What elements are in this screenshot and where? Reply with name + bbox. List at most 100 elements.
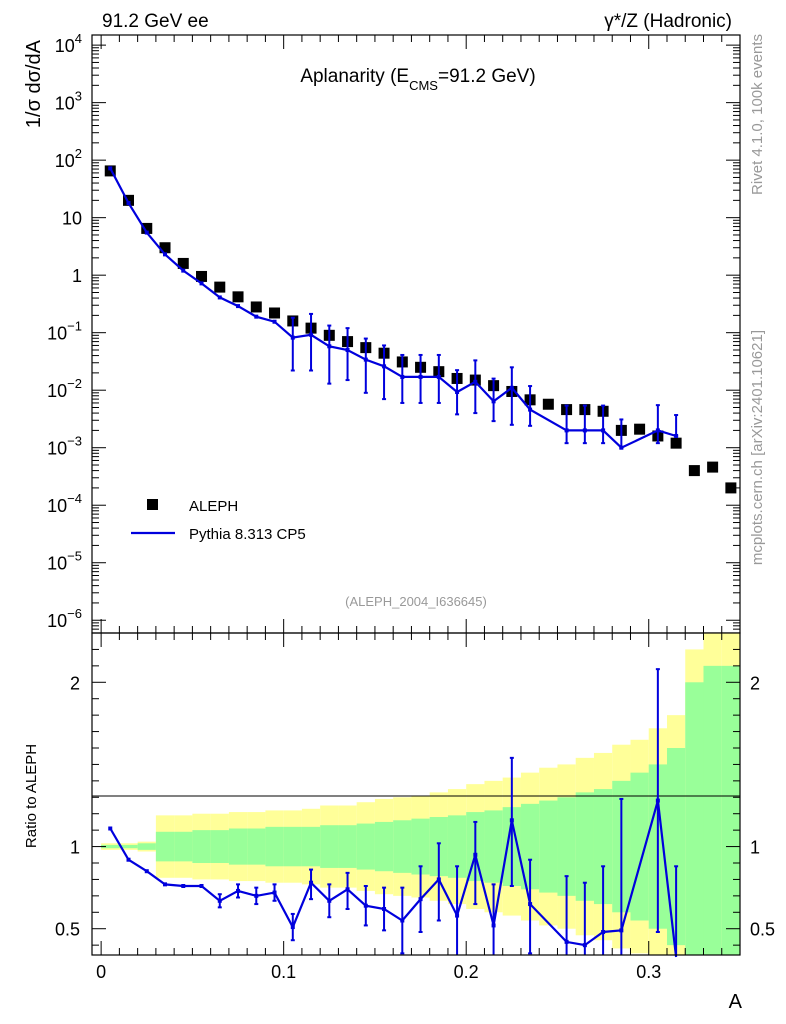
y-tick-label-base: 10 — [47, 324, 67, 344]
aleph-point — [159, 242, 171, 254]
green-uncertainty-band — [137, 843, 156, 850]
green-uncertainty-band — [265, 826, 284, 867]
y-tick-label-exponent: −3 — [67, 434, 82, 449]
pythia-point — [126, 200, 131, 205]
ratio-point — [199, 884, 204, 888]
mcplots-label: mcplots.cern.ch [arXiv:2401.10621] — [749, 330, 766, 565]
y-tick-label-base: 10 — [55, 36, 75, 56]
green-uncertainty-band — [155, 831, 175, 862]
y-tick-label-exponent: −1 — [67, 319, 82, 334]
aleph-point — [141, 222, 153, 234]
ratio-y-tick-label: 2 — [70, 673, 80, 693]
ratio-point — [144, 869, 149, 874]
aleph-point — [104, 165, 116, 177]
y-tick-label: 104 — [55, 31, 82, 56]
aleph-point — [634, 423, 646, 435]
ratio-line — [109, 800, 678, 958]
y-tick-label: 102 — [55, 146, 82, 171]
plot-title-sub: CMS — [409, 78, 438, 93]
y-tick-label-exponent: −4 — [67, 491, 82, 506]
y-tick-label-exponent: −5 — [67, 549, 82, 564]
green-uncertainty-band — [447, 815, 467, 878]
aleph-point — [670, 437, 682, 449]
green-uncertainty-band — [520, 803, 540, 890]
y-axis-label: 1/σ dσ/dA — [23, 39, 45, 128]
y-tick-label-base: 10 — [47, 611, 67, 631]
aleph-point — [542, 398, 554, 410]
pythia-point — [254, 314, 259, 319]
pythia-point — [163, 252, 168, 257]
aleph-point — [123, 194, 135, 206]
x-tick-label: 0.2 — [454, 962, 479, 982]
analysis-tag: (ALEPH_2004_I636645) — [345, 594, 487, 609]
ratio-point — [126, 857, 131, 862]
ratio-y-axis-label: Ratio to ALEPH — [23, 744, 40, 848]
y-tick-label-base: 10 — [47, 381, 67, 401]
pythia-point — [272, 319, 277, 324]
y-tick-label-base: 10 — [47, 554, 67, 574]
energy-label: 91.2 GeV ee — [102, 11, 209, 32]
y-tick-label-exponent: 3 — [75, 89, 82, 104]
y-tick-label: 1 — [72, 266, 82, 286]
y-tick-label: 10−1 — [47, 319, 82, 344]
pythia-point — [199, 281, 204, 286]
ratio-y-tick-label-right: 0.5 — [750, 920, 775, 940]
y-tick-label-base: 1 — [72, 266, 82, 286]
green-uncertainty-band — [411, 818, 430, 875]
ratio-panel: 0.5 0.5 1 1 2 2 0 0.1 0.2 0.3 Ratio to ALEPH A — [23, 632, 775, 1013]
green-uncertainty-band — [703, 665, 722, 955]
aleph-point — [232, 291, 244, 303]
green-uncertainty-band — [101, 844, 120, 849]
x-tick-label: 0 — [96, 962, 106, 982]
ratio-point — [108, 826, 113, 831]
ratio-point — [163, 882, 168, 887]
plot-title-main: Aplanarity (E — [300, 66, 409, 87]
main-panel-frame — [92, 35, 740, 633]
green-uncertainty-band — [283, 826, 302, 867]
y-tick-label-base: 10 — [62, 209, 82, 229]
aleph-point — [214, 281, 226, 293]
pythia-point — [217, 295, 222, 300]
green-uncertainty-band — [539, 800, 558, 893]
green-uncertainty-band — [320, 825, 339, 868]
green-uncertainty-band — [247, 828, 266, 865]
pythia-point — [236, 304, 241, 309]
x-tick-label: 0.3 — [636, 962, 661, 982]
ratio-y-tick-label-right: 1 — [750, 838, 760, 858]
legend-label-pythia: Pythia 8.313 CP5 — [189, 526, 306, 543]
green-uncertainty-band — [374, 821, 394, 872]
green-uncertainty-band — [356, 823, 375, 870]
ratio-point — [181, 884, 186, 888]
ratio-y-tick-label: 1 — [70, 838, 80, 858]
y-tick-label: 10 — [62, 209, 82, 229]
y-tick-label-base: 10 — [47, 496, 67, 516]
aleph-point — [269, 307, 281, 319]
y-tick-label-exponent: −2 — [67, 376, 82, 391]
y-tick-label-base: 10 — [55, 94, 75, 114]
green-uncertainty-band — [192, 830, 211, 863]
green-uncertainty-band — [575, 792, 594, 901]
ratio-y-tick-label-right: 2 — [750, 673, 760, 693]
process-label: γ*/Z (Hadronic) — [604, 11, 732, 32]
green-uncertainty-band — [338, 825, 357, 868]
aleph-point — [688, 465, 700, 477]
ratio-axis-frame — [91, 632, 741, 956]
legend-marker-aleph — [147, 499, 158, 510]
x-axis-label: A — [729, 991, 743, 1013]
y-tick-label-exponent: −6 — [67, 606, 82, 621]
green-uncertainty-band — [593, 789, 613, 905]
pythia-point — [181, 268, 186, 273]
green-uncertainty-band — [666, 748, 686, 946]
aleph-point — [250, 301, 262, 313]
plot-title-tail: =91.2 GeV) — [438, 66, 536, 87]
y-tick-label: 10−5 — [47, 549, 82, 574]
aleph-point — [707, 461, 719, 473]
green-uncertainty-band — [301, 826, 321, 867]
aleph-point — [196, 270, 208, 282]
ratio-y-tick-label: 0.5 — [55, 920, 80, 940]
green-uncertainty-band — [119, 844, 138, 849]
x-tick-label: 0.1 — [271, 962, 296, 982]
y-tick-label: 10−6 — [47, 606, 82, 631]
